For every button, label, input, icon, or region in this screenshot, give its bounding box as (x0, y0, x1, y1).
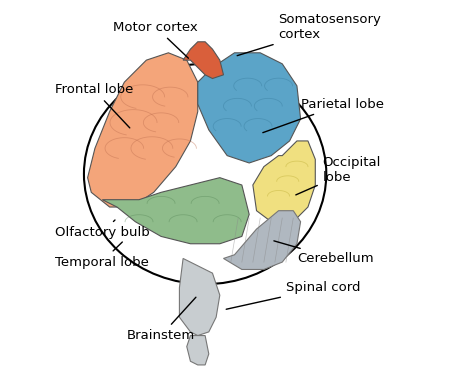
Polygon shape (88, 53, 198, 207)
Polygon shape (253, 141, 315, 222)
Polygon shape (198, 53, 301, 163)
Polygon shape (183, 42, 224, 78)
Text: Occipital
lobe: Occipital lobe (296, 156, 381, 195)
Text: Olfactory bulb: Olfactory bulb (54, 220, 149, 239)
Text: Parietal lobe: Parietal lobe (263, 98, 384, 133)
Text: Motor cortex: Motor cortex (113, 21, 198, 58)
Text: Spinal cord: Spinal cord (226, 281, 360, 309)
Polygon shape (187, 336, 209, 365)
Ellipse shape (84, 64, 326, 284)
Polygon shape (180, 258, 220, 336)
Text: Temporal lobe: Temporal lobe (54, 242, 148, 269)
Text: Brainstem: Brainstem (127, 297, 196, 342)
Polygon shape (102, 178, 249, 244)
Text: Somatosensory
cortex: Somatosensory cortex (237, 13, 381, 56)
Polygon shape (224, 211, 301, 269)
Text: Cerebellum: Cerebellum (274, 241, 373, 265)
Text: Frontal lobe: Frontal lobe (54, 83, 133, 128)
